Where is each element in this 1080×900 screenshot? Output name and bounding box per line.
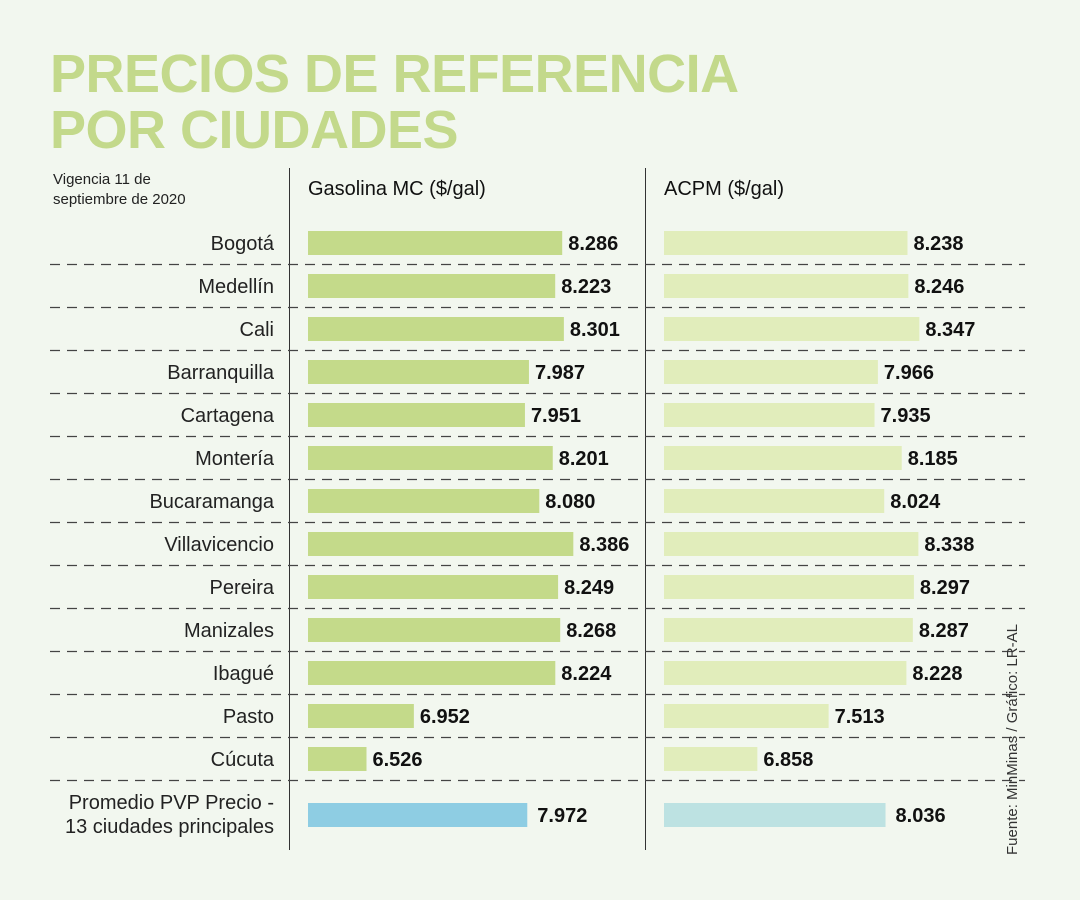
gasolina-average-bar bbox=[308, 803, 528, 827]
gasolina-bar bbox=[308, 661, 556, 685]
chart-title: PRECIOS DE REFERENCIA POR CIUDADES bbox=[50, 46, 739, 158]
gasolina-bar bbox=[308, 618, 561, 642]
acpm-column-header: ACPM ($/gal) bbox=[664, 178, 785, 200]
gasolina-value-label: 8.224 bbox=[561, 663, 612, 685]
gasolina-value-label: 8.301 bbox=[570, 319, 620, 341]
gasolina-value-label: 6.526 bbox=[372, 749, 422, 771]
acpm-value-label: 8.287 bbox=[919, 620, 969, 642]
acpm-average-bar bbox=[664, 803, 886, 827]
gasolina-bar bbox=[308, 446, 553, 470]
acpm-value-label: 8.238 bbox=[913, 233, 963, 255]
gasolina-value-label: 8.268 bbox=[566, 620, 616, 642]
city-label: Villavicencio bbox=[164, 534, 274, 556]
acpm-bar bbox=[664, 274, 909, 298]
average-label-line-2: 13 ciudades principales bbox=[65, 816, 274, 838]
acpm-bar bbox=[664, 489, 885, 513]
gasolina-bar bbox=[308, 403, 525, 427]
gasolina-value-label: 8.080 bbox=[545, 491, 595, 513]
acpm-bar bbox=[664, 618, 913, 642]
gasolina-bar bbox=[308, 532, 574, 556]
acpm-bar bbox=[664, 532, 919, 556]
gasolina-column-header: Gasolina MC ($/gal) bbox=[308, 178, 486, 200]
column-divider-right bbox=[645, 168, 646, 850]
gasolina-value-label: 7.951 bbox=[531, 405, 581, 427]
gasolina-bar bbox=[308, 360, 529, 384]
column-divider-left bbox=[289, 168, 290, 850]
acpm-bar bbox=[664, 575, 914, 599]
acpm-value-label: 8.228 bbox=[912, 663, 962, 685]
gasolina-bar bbox=[308, 575, 559, 599]
source-credit: Fuente: MinMinas / Gráfico: LR-AL bbox=[1004, 624, 1021, 855]
gasolina-value-label: 8.386 bbox=[579, 534, 629, 556]
gasolina-bar bbox=[308, 489, 540, 513]
gasolina-value-label: 8.286 bbox=[568, 233, 618, 255]
acpm-bar bbox=[664, 317, 920, 341]
city-label: Cartagena bbox=[181, 405, 275, 427]
acpm-bar bbox=[664, 360, 878, 384]
gasolina-average-value-label: 7.972 bbox=[537, 805, 587, 827]
acpm-value-label: 7.935 bbox=[881, 405, 931, 427]
acpm-bar bbox=[664, 747, 758, 771]
gasolina-value-label: 8.249 bbox=[564, 577, 614, 599]
acpm-value-label: 8.024 bbox=[890, 491, 941, 513]
acpm-value-label: 8.246 bbox=[914, 276, 964, 298]
city-label: Cali bbox=[240, 319, 274, 341]
city-label: Cúcuta bbox=[211, 749, 275, 771]
gasolina-bar bbox=[308, 274, 556, 298]
acpm-value-label: 8.347 bbox=[925, 319, 975, 341]
gasolina-value-label: 7.987 bbox=[535, 362, 585, 384]
city-label: Pasto bbox=[223, 706, 274, 728]
city-label: Ibagué bbox=[213, 663, 274, 685]
city-label: Barranquilla bbox=[167, 362, 275, 384]
gasolina-value-label: 6.952 bbox=[420, 706, 470, 728]
city-label: Montería bbox=[195, 448, 275, 470]
title-line-1: PRECIOS DE REFERENCIA bbox=[50, 44, 739, 104]
validity-note: Vigencia 11 de septiembre de 2020 bbox=[53, 171, 186, 208]
city-label: Manizales bbox=[184, 620, 274, 642]
acpm-bar bbox=[664, 403, 875, 427]
average-label-line-1: Promedio PVP Precio - bbox=[69, 792, 274, 814]
acpm-value-label: 7.513 bbox=[835, 706, 885, 728]
acpm-bar bbox=[664, 661, 907, 685]
acpm-value-label: 6.858 bbox=[763, 749, 813, 771]
gasolina-bar bbox=[308, 317, 564, 341]
acpm-bar bbox=[664, 446, 902, 470]
gasolina-bar bbox=[308, 231, 563, 255]
title-line-2: POR CIUDADES bbox=[50, 100, 459, 160]
acpm-value-label: 8.185 bbox=[908, 448, 958, 470]
acpm-bar bbox=[664, 704, 829, 728]
gasolina-bar bbox=[308, 704, 414, 728]
acpm-value-label: 7.966 bbox=[884, 362, 934, 384]
acpm-bar bbox=[664, 231, 908, 255]
city-label: Pereira bbox=[210, 577, 275, 599]
gasolina-value-label: 8.223 bbox=[561, 276, 611, 298]
acpm-value-label: 8.297 bbox=[920, 577, 970, 599]
acpm-value-label: 8.338 bbox=[924, 534, 974, 556]
gasolina-value-label: 8.201 bbox=[559, 448, 609, 470]
gasolina-bar bbox=[308, 747, 367, 771]
city-label: Medellín bbox=[198, 276, 274, 298]
city-label: Bucaramanga bbox=[149, 491, 274, 513]
city-label: Bogotá bbox=[211, 233, 275, 255]
acpm-average-value-label: 8.036 bbox=[896, 805, 946, 827]
